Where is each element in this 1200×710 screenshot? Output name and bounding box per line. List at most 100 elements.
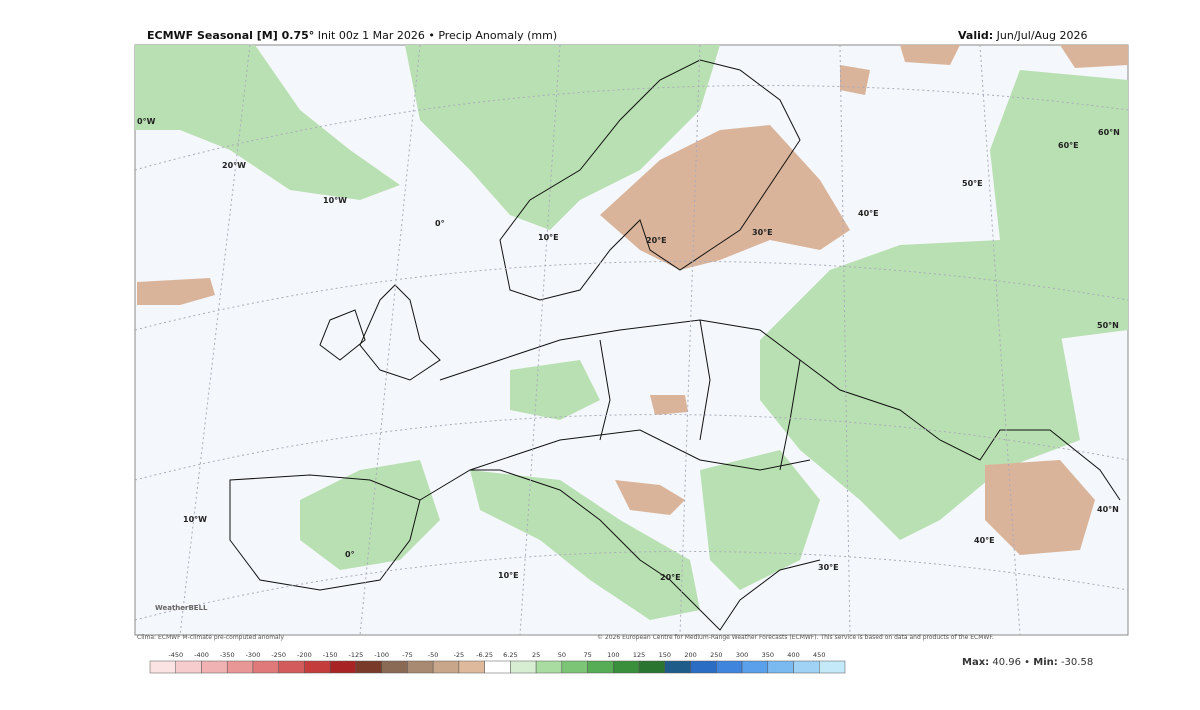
credit-left: Clima: ECMWF M-climate pre-computed anom… — [137, 634, 284, 641]
grid-label: 30°E — [752, 228, 773, 237]
colorbar-swatch — [716, 660, 743, 674]
colorbar-swatch — [819, 660, 846, 674]
valid: Valid: Jun/Jul/Aug 2026 — [958, 29, 1088, 42]
colorbar-label: -50 — [428, 651, 439, 659]
colorbar-swatch — [767, 660, 794, 674]
wet-area — [405, 45, 720, 230]
colorbar-label: 300 — [736, 651, 748, 659]
dry-area — [985, 460, 1095, 555]
max-value: 40.96 — [992, 657, 1021, 668]
coastlines — [229, 59, 1121, 631]
max-label: Max: — [962, 657, 990, 668]
credit-right: © 2026 European Centre for Medium-Range … — [597, 634, 994, 641]
graticule — [134, 44, 1129, 636]
colorbar-swatch — [278, 660, 305, 674]
grid-label: 10°E — [538, 233, 559, 242]
colorbar-label: -6.25 — [476, 651, 493, 659]
colorbar-label: -125 — [349, 651, 364, 659]
colorbar-label: -150 — [323, 651, 338, 659]
colorbar-swatch — [381, 660, 408, 674]
grid-label: 0° — [435, 219, 445, 228]
grid-label: 40°N — [1097, 505, 1119, 514]
colorbar-label: 50 — [558, 651, 566, 659]
dry-area — [650, 395, 688, 415]
colorbar-label: 150 — [659, 651, 671, 659]
colorbar-label: 450 — [813, 651, 825, 659]
colorbar-label: 6.25 — [503, 651, 517, 659]
coastline — [229, 474, 421, 591]
colorbar-swatch — [535, 660, 563, 674]
colorbar-swatch — [741, 660, 769, 674]
colorbar-label: -200 — [297, 651, 312, 659]
colorbar-label: -250 — [271, 651, 286, 659]
colorbar-swatch — [355, 660, 382, 674]
colorbar-swatch — [613, 660, 640, 674]
grid-label: 10°W — [323, 196, 347, 205]
wet-area — [300, 460, 440, 570]
colorbar-swatch — [561, 660, 588, 674]
grid-label: 60°N — [1098, 128, 1120, 137]
colorbar-label: 75 — [583, 651, 591, 659]
colorbar-swatch — [304, 660, 331, 674]
grid-label: 30°E — [818, 563, 839, 572]
valid-label: Valid: — [958, 29, 994, 42]
colorbar-swatch — [201, 660, 228, 674]
title-rest: Init 00z 1 Mar 2026 • Precip Anomaly (mm… — [317, 29, 558, 42]
colorbar-swatch — [638, 660, 666, 674]
coastline — [439, 319, 1121, 501]
grid-label: 10°E — [498, 571, 519, 580]
colorbar-label: -75 — [402, 651, 413, 659]
colorbar-label: -450 — [168, 651, 183, 659]
separator: • — [1024, 657, 1031, 668]
dry-area — [137, 278, 215, 305]
coastline — [499, 59, 801, 301]
colorbar-swatch — [252, 660, 279, 674]
grid-label: 10°W — [183, 515, 207, 524]
colorbar-swatch — [458, 660, 485, 674]
min-label: Min: — [1033, 657, 1058, 668]
anomaly-fill — [135, 45, 1128, 620]
grid-label: 60°E — [1058, 141, 1079, 150]
colorbar-label: -400 — [194, 651, 209, 659]
graticule-line — [179, 44, 1021, 636]
grid-label: 0° — [345, 550, 355, 559]
grid-label: 0°W — [137, 117, 156, 126]
colorbar-label: 200 — [684, 651, 696, 659]
title-bold: ECMWF Seasonal [M] 0.75° — [147, 29, 315, 42]
border — [469, 429, 811, 471]
wet-area — [990, 70, 1128, 340]
colorbar-label: -100 — [374, 651, 389, 659]
grid-label: 20°E — [660, 573, 681, 582]
colorbar: -450 -400 -350 -300 -250 -200 -150 -125 -100 -75 -… — [149, 651, 846, 674]
grid-label: 50°N — [1097, 321, 1119, 330]
graticule-line — [134, 85, 1129, 621]
dry-area — [840, 45, 1128, 95]
grid-label: 50°E — [962, 179, 983, 188]
min-value: -30.58 — [1060, 657, 1094, 668]
colorbar-label: 400 — [787, 651, 799, 659]
wet-area — [510, 360, 600, 420]
colorbar-swatch — [793, 660, 820, 674]
colorbar-swatch — [226, 660, 254, 674]
colorbar-swatch — [407, 660, 434, 674]
coastline — [359, 284, 441, 381]
logo: WeatherBELL — [155, 604, 208, 612]
title: ECMWF Seasonal [M] 0.75° Init 00z 1 Mar … — [147, 29, 557, 42]
colorbar-label: -300 — [246, 651, 261, 659]
grid-label: 20°E — [646, 236, 667, 245]
colorbar-label: -25 — [454, 651, 465, 659]
colorbar-swatch — [484, 660, 511, 674]
colorbar-label: 100 — [607, 651, 619, 659]
colorbar-label: -350 — [220, 651, 235, 659]
colorbar-label: 350 — [762, 651, 774, 659]
grid-label: 40°E — [974, 536, 995, 545]
colorbar-swatch — [664, 660, 691, 674]
dry-area — [600, 125, 850, 270]
grid-label: 40°E — [858, 209, 879, 218]
colorbar-swatch — [329, 660, 357, 674]
colorbar-swatch — [432, 660, 460, 674]
colorbar-swatch — [587, 660, 614, 674]
border — [599, 319, 801, 471]
